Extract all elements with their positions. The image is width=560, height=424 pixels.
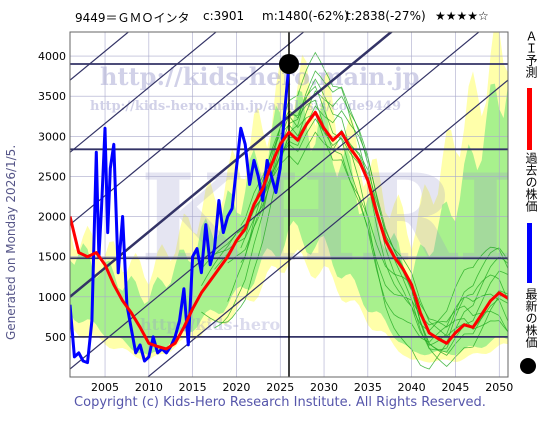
legend-latest-label: 最新の株価 — [524, 288, 538, 348]
stock-name: 9449＝ＧＭＯインタ — [75, 11, 190, 25]
y-tick-label: 1500 — [38, 251, 66, 264]
x-tick-label: 2020 — [222, 381, 250, 394]
watermark-url-main: http://kids-hero.main.jp — [100, 62, 419, 91]
legend-ai-swatch — [527, 88, 532, 150]
y-tick-label: 1000 — [38, 291, 66, 304]
target-price: t:2838(-27%) — [346, 9, 426, 23]
x-tick-label: 2010 — [135, 381, 163, 394]
y-tick-label: 2000 — [38, 211, 66, 224]
legend-ai-label: ＡＩ予測 — [524, 30, 538, 78]
x-tick-label: 2005 — [91, 381, 119, 394]
generated-date: Generated on Monday 2026/1/5. — [4, 144, 18, 340]
star-rating: ★★★★☆ — [435, 9, 489, 23]
header: 9449＝ＧＭＯインタ c:3901 m:1480(-62%) t:2838(-… — [0, 0, 560, 32]
legend-past-swatch — [527, 223, 532, 283]
legend-past-label: 過去の株価 — [524, 152, 538, 212]
y-tick-label: 3500 — [38, 90, 66, 103]
watermark-url-bottom: http://kids-hero — [140, 315, 280, 334]
y-tick-label: 2500 — [38, 170, 66, 183]
x-tick-label: 2050 — [485, 381, 513, 394]
watermark-url-sub: http://kids-hero.main.jp/analysis/code94… — [90, 99, 401, 114]
scenario-line — [201, 78, 508, 370]
legend: ＡＩ予測 過去の株価 最新の株価 — [515, 30, 555, 380]
x-tick-label: 2045 — [441, 381, 469, 394]
past-price-line — [70, 63, 291, 365]
ai-prediction-line — [70, 110, 508, 351]
legend-latest-marker — [520, 358, 536, 374]
x-tick-label: 2030 — [310, 381, 338, 394]
x-tick-label: 2035 — [354, 381, 382, 394]
trend-line — [70, 32, 217, 153]
x-tick-label: 2040 — [398, 381, 426, 394]
copyright-footer: Copyright (c) Kids-Hero Research Institu… — [74, 395, 486, 410]
watermark-big: KHRI — [140, 148, 514, 289]
minimum-price: m:1480(-62%) — [262, 9, 349, 23]
y-tick-label: 3000 — [38, 130, 66, 143]
latest-price-marker — [279, 54, 299, 75]
current-price: c:3901 — [203, 9, 245, 23]
y-tick-label: 500 — [45, 331, 66, 344]
plot-frame — [69, 31, 509, 378]
x-tick-label: 2015 — [179, 381, 207, 394]
y-tick-label: 4000 — [38, 50, 66, 63]
x-tick-label: 2025 — [266, 381, 294, 394]
